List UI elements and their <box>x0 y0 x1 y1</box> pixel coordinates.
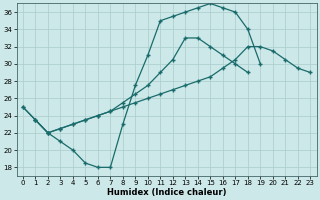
X-axis label: Humidex (Indice chaleur): Humidex (Indice chaleur) <box>107 188 226 197</box>
